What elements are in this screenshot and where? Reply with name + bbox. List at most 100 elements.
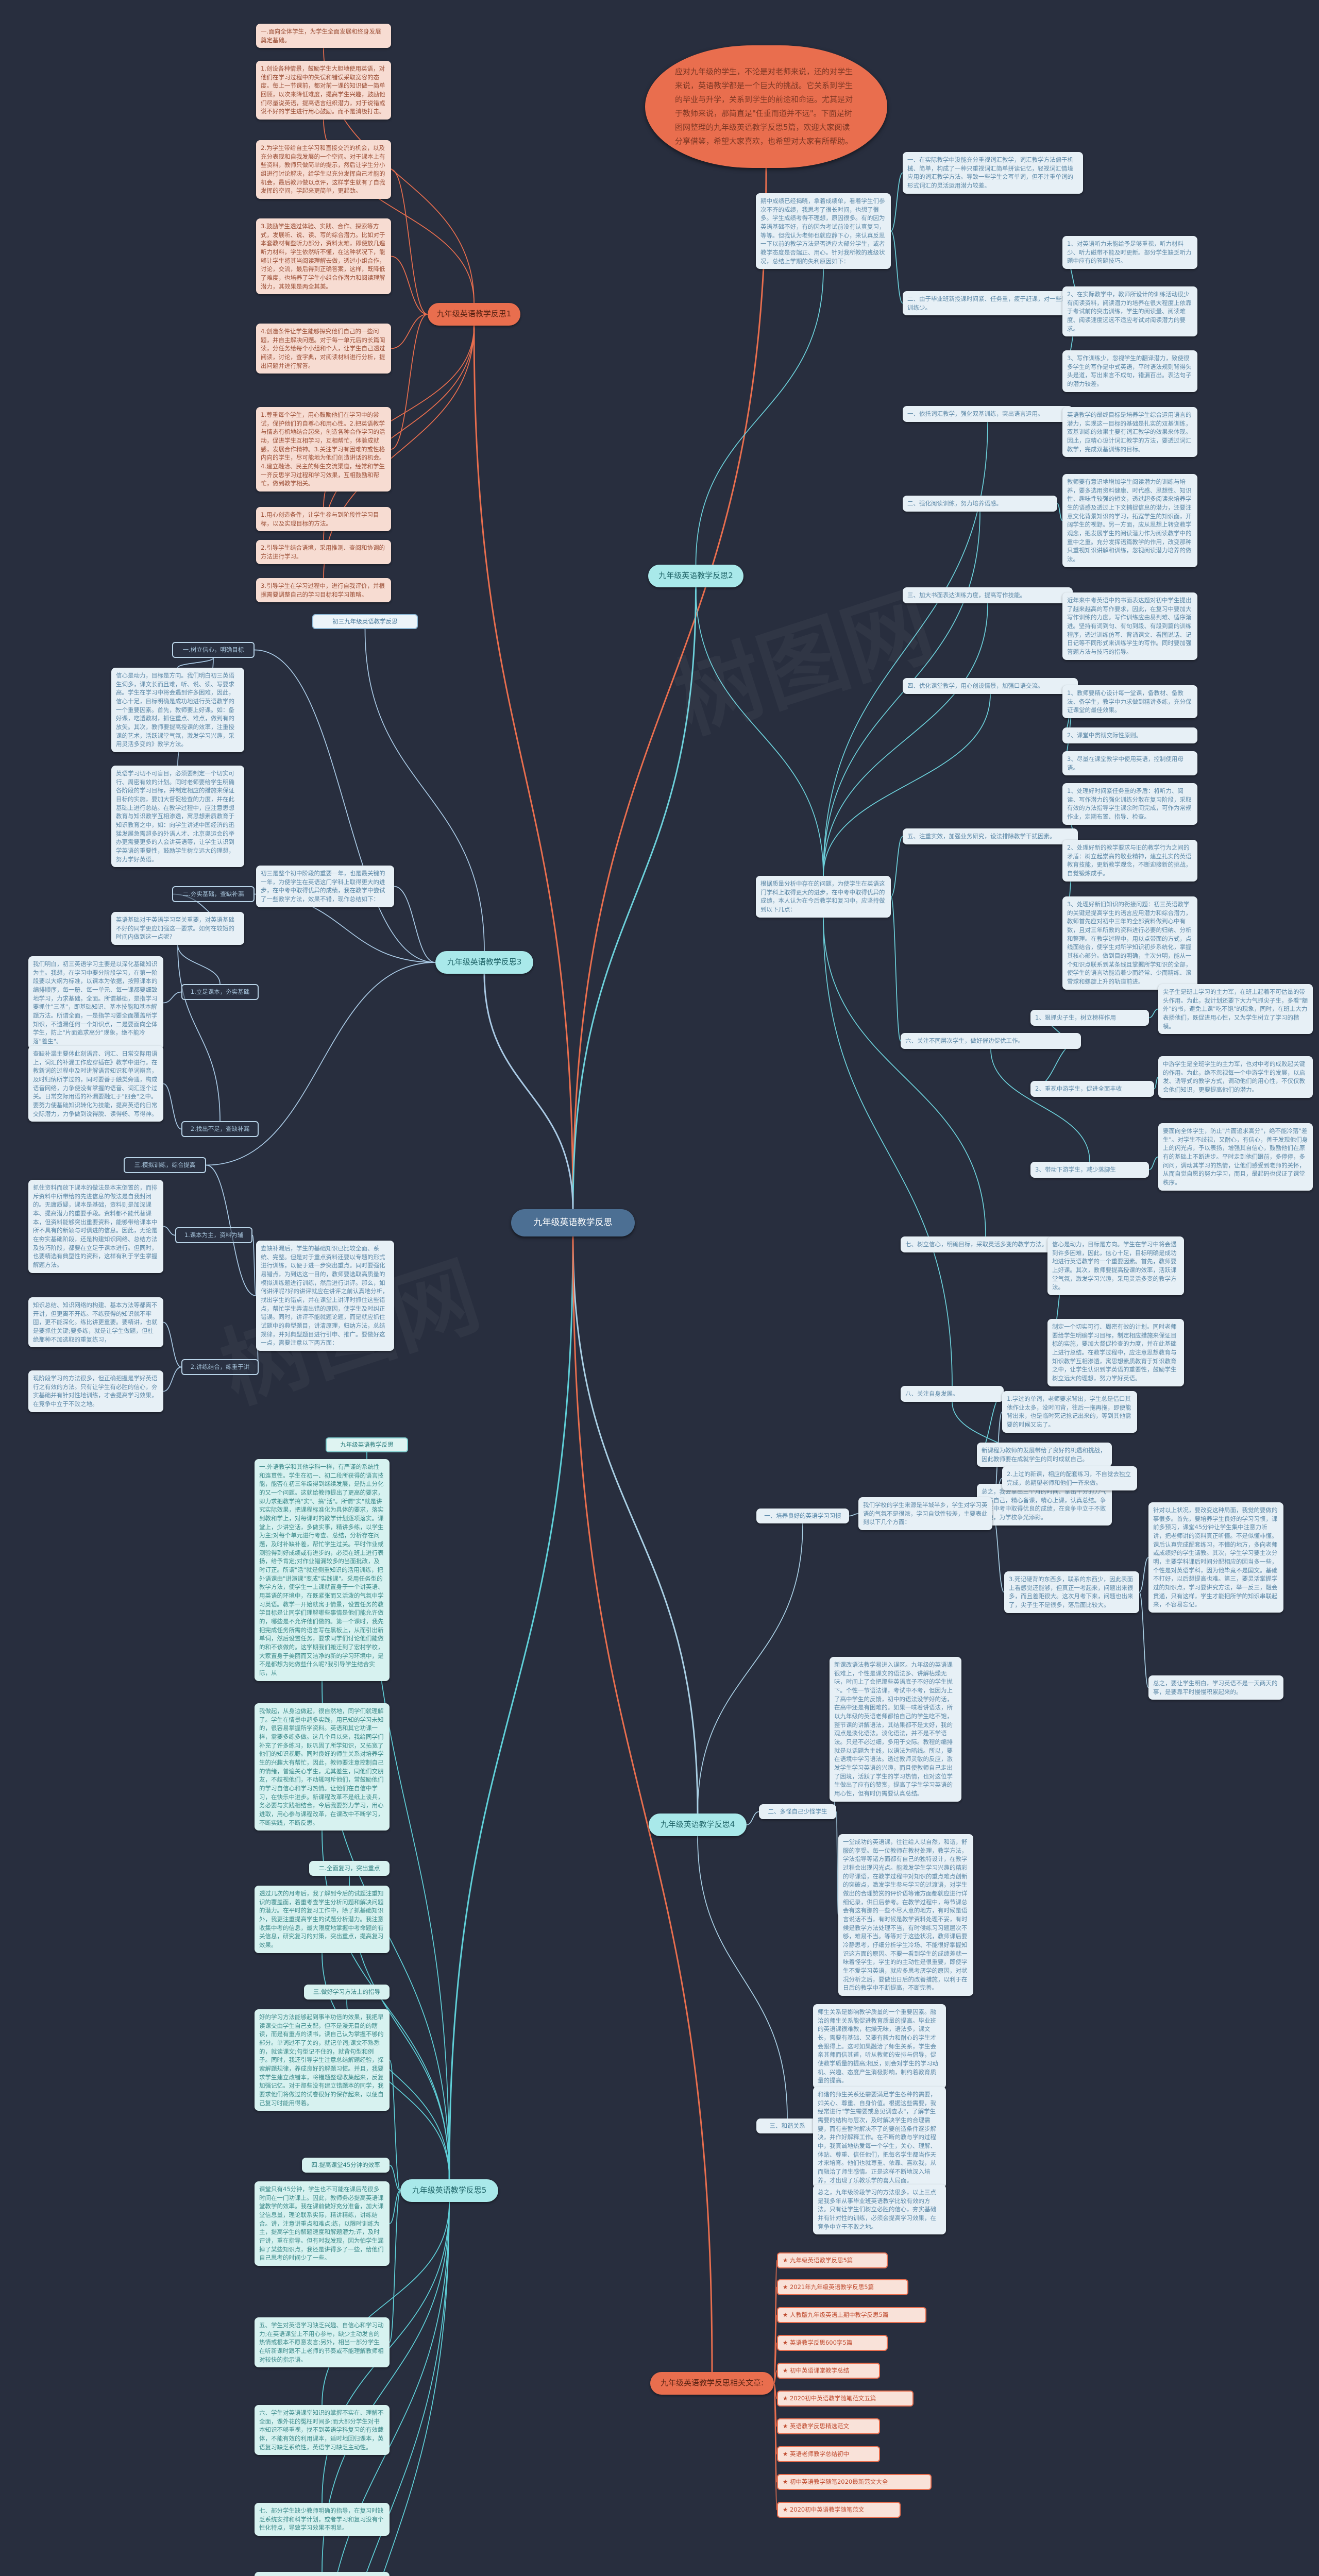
text-node-b3h6[interactable]: 1.课本为主，资料为辅	[175, 1227, 252, 1243]
text-node-b4q3[interactable]: 总之，九年级阶段学习的方法很多，以上三点是我多年从事毕业班英语教学比较有效的方法…	[813, 2184, 946, 2235]
text-node-b5h2[interactable]: 三.做好学习方法上的指导	[304, 1985, 390, 1999]
text-node-b5p4[interactable]: 好的学习方法能够起到事半功倍的效果，我把早读课交由学生自己支配，但不是漫无目的的…	[255, 2009, 390, 2111]
text-node-b5p1[interactable]: 一.外语教学和其他学科一样，有严谨的系统性和连贯性。学生在初一、初二段所获得的语…	[255, 1459, 390, 1681]
text-node-b2p1[interactable]: 期中成绩已经揭晓，拿着成绩单，看着学生们参次不齐的成绩，我思考了很长时间，也想了…	[756, 193, 891, 269]
text-node-b3h4[interactable]: 2.找出不足，查缺补漏	[181, 1121, 259, 1137]
text-node-b2v2[interactable]: 中游学生是全班学生的主力军，也对中考的成败起关键的作用。为此，绝不忽视每一个中游…	[1158, 1056, 1313, 1098]
text-node-b3pc[interactable]: 英语基础对于英语学习至关重要，对英语基础不好的同学更应加强这一要求。如何在较短的…	[111, 912, 244, 945]
text-node-b2t7[interactable]: 1、教师要精心设计每一堂课，备教材、备教法、备学生，教学中力求做到精讲多练，充分…	[1062, 685, 1197, 719]
branch-pill-rel[interactable]: 九年级英语教学反思相关文章:	[650, 2372, 774, 2395]
text-node-b5p9[interactable]: 八、基于以上状况，我们认为作为学生中考的把关者，九年级英语教师首先要有正确地意识…	[255, 2572, 390, 2576]
text-node-b4t5[interactable]: 总之，要让学生明白，学习英语不是一天两天的事，是要靠平时慢慢积累起来的。	[1148, 1675, 1283, 1700]
text-node-b2t4[interactable]: 英语教学的最终目标是培养学生综合运用语言的潜力，实现这一目标的基础是扎实的双基训…	[1062, 407, 1197, 457]
text-node-b3h5[interactable]: 三.模拟训练，综合提高	[124, 1157, 206, 1173]
text-node-b3h3[interactable]: 1.立足课本，夯实基础	[181, 984, 259, 1000]
text-node-b5h3[interactable]: 四.提高课堂45分钟的效率	[302, 2158, 390, 2173]
text-node-b3dd[interactable]: 知识总结、知识网络的构建、基本方法等都离不开讲，但更离不开练。不练获得的知识就不…	[28, 1297, 163, 1348]
text-node-b2p2[interactable]: 根据质量分析中存在的问题，为使学生在英语这门学科上取得更大的进步，在中考中取得优…	[756, 876, 891, 918]
branch-pill-b5[interactable]: 九年级英语教学反思5	[400, 2179, 498, 2202]
branch-pill-b2[interactable]: 九年级英语教学反思2	[648, 565, 743, 587]
text-node-b2x2[interactable]: 总之，我会拿出三个月的时间、拿出十分的力气磨练自己，精心备课，精心上课，认真总结…	[977, 1484, 1112, 1526]
text-node-b2t6[interactable]: 近年来中考英语中的书面表达题对初中学生提出了越来越高的写作要求，因此，在复习中要…	[1062, 592, 1197, 660]
text-node-b2t5[interactable]: 教师要有意识地增加学生阅读潜力的训练与培养，要多选用资料健康、时代感、思想性、知…	[1062, 474, 1197, 567]
text-node-b1h[interactable]: 2.引导学生结合语境，采用推测、查阅和协调的方法进行学习。	[256, 540, 391, 565]
text-node-b2s2[interactable]: 二、由于毕业班新授课时间紧、任务重，疲于赶课，对一些题型训练少。	[903, 291, 1083, 316]
branch-pill-b3[interactable]: 九年级英语教学反思3	[435, 951, 533, 974]
text-node-b2s8[interactable]: 六、关注不同层次学生，做好催边促优工作。	[901, 1033, 1081, 1049]
text-node-b2s9[interactable]: 七、树立信心，明确目标，采取灵活多变的教学方法。	[901, 1236, 1071, 1252]
text-node-b2s3[interactable]: 一、依托词汇教学，强化双基训练，突出语言运用。	[903, 406, 1073, 422]
text-node-b1b[interactable]: 1.创设各种情景，鼓励学生大胆地使用英语，对他们在学习过程中的失误和错误采取宽容…	[256, 61, 391, 120]
text-node-b3pd[interactable]: 查缺补漏后，学生的基础知识已比较全面、系统、完整。但是对于重点资料还要以专题的形…	[256, 1241, 394, 1351]
text-node-b5h1[interactable]: 二.全面复习，突出重点	[309, 1861, 390, 1876]
related-article-link-rel6[interactable]: ★ 2020初中英语教学随笔范文五篇	[777, 2391, 914, 2406]
text-node-b4h3[interactable]: 三、和谐关系	[756, 2119, 818, 2133]
text-node-b2v1[interactable]: 尖子生是班上学习的主力军，在班上起着不可估量的带头作用。为此，我计划还要下大力气…	[1158, 984, 1313, 1035]
branch-pill-b1[interactable]: 九年级英语教学反思1	[428, 303, 520, 326]
text-node-b3h2[interactable]: 二.夯实基础，查缺补漏	[172, 886, 255, 902]
text-node-b2s7[interactable]: 五、注重实效，加强业务研究，设法排除教学干扰因素。	[903, 828, 1078, 844]
text-node-b2w2[interactable]: 制定一个切实可行、周密有效的计划。同时老师要给学生明确学习目标，制定相应措施来保…	[1047, 1319, 1184, 1386]
text-node-b5p3[interactable]: 透过几次的月考后，我了解到今后的试题注重知识的覆盖面，着重考查学生分析问题和解决…	[255, 1886, 390, 1953]
text-node-b5p8[interactable]: 七、部分学生缺少教师明确的指导，在复习时缺乏系统安排和科学计划，或者学习和复习没…	[255, 2503, 390, 2536]
related-article-link-rel7[interactable]: ★ 英语教学反思精选范文	[777, 2418, 880, 2434]
text-node-b5p6[interactable]: 五、学生对英语学习缺乏兴趣、自信心和学习动力;在英语课堂上不用心参与，缺少主动发…	[255, 2317, 390, 2368]
text-node-b5p5[interactable]: 课堂只有45分钟，学生也不可能在课后花很多时间在一门功课上。因此，教师务必提高英…	[255, 2181, 390, 2266]
text-node-b1f[interactable]: 1.尊重每个学生，用心鼓励他们在学习中的尝试，保护他们的自尊心和用心性。2.把英…	[256, 407, 391, 492]
related-article-link-rel4[interactable]: ★ 英语教学反思600字5篇	[777, 2335, 888, 2351]
related-article-link-rel5[interactable]: ★ 初中英语课堂教学总结	[777, 2363, 880, 2379]
text-node-b2t9[interactable]: 3、尽量在课堂教学中使用英语，控制使用母语。	[1062, 751, 1197, 776]
text-node-b4p1[interactable]: 我们学校的学生来源是半城半乡，学生对学习英语的气氛不是很浓，学习自觉性较差，主要…	[858, 1497, 992, 1531]
text-node-b2s6[interactable]: 四、优化课堂教学，用心创设情景，加强口语交流。	[903, 678, 1078, 694]
text-node-b5p2[interactable]: 我做起，从身边做起，很自然地，同学们就理解了。学生在情景中超多实践，用已知的学习…	[255, 1703, 390, 1831]
text-node-b4t4[interactable]: 针对以上状况，要改变这种局面，我觉的要做的事很多。首先，要培养学生良好的学习习惯…	[1148, 1502, 1283, 1613]
text-node-b4t3[interactable]: 3.死记硬背的东西多，联系的东西少，因此表面上看感觉还能够，但真正一考起来，问题…	[1004, 1571, 1139, 1613]
text-node-b4h1[interactable]: 一、培养良好的英语学习习惯	[756, 1509, 849, 1523]
text-node-b4q1[interactable]: 师生关系是影响教学质量的一个重要因素。融洽的师生关系能促进教育质量的提高。毕业班…	[813, 2004, 946, 2089]
text-node-b3intro[interactable]: 初三是整个初中阶段的重要一年，也是最关键的一年，为使学生在英语这门学科上取得更大…	[256, 866, 394, 907]
text-node-b1e[interactable]: 4.创造条件让学生能够探究他们自己的一些问题，并自主解决问题。对于每一单元后的长…	[256, 324, 391, 374]
related-article-link-rel8[interactable]: ★ 英语老师教学总结初中	[777, 2446, 880, 2462]
text-node-b2s10[interactable]: 八、关注自身发展。	[901, 1386, 1004, 1402]
text-node-b2t12[interactable]: 3、处理好新旧知识的衔接问题：初三英语教学的关键是提高学生的语言应用潜力和综合潜…	[1062, 896, 1197, 990]
text-node-b4p2[interactable]: 新课改语法教学易进入误区。九年级的英语课很难上，个性是课文的语法多、讲解枯燥无味…	[830, 1657, 961, 1802]
text-node-b4h2[interactable]: 二、多怪自己少怪学生	[759, 1804, 836, 1819]
text-node-b3da[interactable]: 我们明白，初三英语学习主要是以深化基础知识为主。我想，在学习中要分阶段学习，在第…	[28, 956, 163, 1049]
related-article-link-rel10[interactable]: ★ 2020初中英语教学随笔范文	[777, 2502, 901, 2518]
related-article-link-rel1[interactable]: ★ 九年级英语教学反思5篇	[777, 2252, 888, 2268]
branch-label-b5label[interactable]: 九年级英语教学反思	[326, 1437, 408, 1452]
text-node-b2s4[interactable]: 二、强化阅读训练，努力培养语感。	[903, 496, 1057, 512]
text-node-b3dc[interactable]: 抓住资料而放下课本的做法是本末倒置的，而排斥资料中所带给的先进信息的做法是自我封…	[28, 1180, 163, 1273]
text-node-b3pa[interactable]: 信心是动力，目标是方向。我们明白初三英语生词多，课文长而且难，听、说、读、写要求…	[111, 668, 244, 753]
text-node-b2v3[interactable]: 要面向全体学生，防止"片面追求高分"，绝不能冷落"差生"。对学生不歧视，又耐心，…	[1158, 1123, 1313, 1191]
text-node-b5p7[interactable]: 六、学生对英语课堂知识的掌握不实在、理解不全面，课外花的冤枉时间多;而大部分学生…	[255, 2405, 390, 2455]
text-node-b3de[interactable]: 现阶段学习的方法很多，但正确把握是学好英语行之有效的方法。只有让学生有必胜的信心…	[28, 1370, 163, 1412]
related-article-link-rel9[interactable]: ★ 初中英语教学随笔2020最新范文大全	[777, 2474, 932, 2490]
related-article-link-rel3[interactable]: ★ 人教版九年级英语上期中教学反思5篇	[777, 2307, 926, 2323]
text-node-b3pb[interactable]: 英语学习切不可盲目，必须要制定一个切实可行、周密有效的计划。同时老师要给学生明确…	[111, 766, 244, 868]
text-node-b2t11[interactable]: 2、处理好新的教学要求与旧的教学行为之间的矛盾：树立起崇高的敬业精神，建立扎实的…	[1062, 840, 1197, 882]
related-article-link-rel2[interactable]: ★ 2021年九年级英语教学反思5篇	[777, 2279, 908, 2295]
text-node-b2t10[interactable]: 1、处理好时间紧任务重的矛盾：将听力、阅读、写作潜力的强化训练分散在复习阶段，采…	[1062, 783, 1197, 825]
text-node-b2t1[interactable]: 1、对英语听力未能给予足够重视，听力材料少、听力磁带不能及时更新。部分学生缺乏听…	[1062, 236, 1197, 269]
branch-label-b3label[interactable]: 初三九年级英语教学反思	[312, 614, 418, 629]
text-node-b2s5[interactable]: 三、加大书面表达训练力度，提高写作技能。	[903, 587, 1073, 603]
text-node-b2u1[interactable]: 1、狠抓尖子生，树立榜样作用	[1030, 1010, 1149, 1026]
text-node-b2w1[interactable]: 信心是动力，目标是方向。学生在学习中将会遇到许多困难，因此，信心十足，目标明确是…	[1047, 1236, 1184, 1296]
central-topic[interactable]: 九年级英语教学反思	[511, 1209, 635, 1236]
text-node-b1c[interactable]: 2.为学生带给自主学习和直接交流的机会，以及充分表现和自我发展的一个空间。对于课…	[256, 140, 391, 199]
text-node-b2s1[interactable]: 一、在实际教学中没能充分重视词汇教学，词汇教学方法偏于机械、简单，构成了一种只重…	[903, 152, 1083, 194]
text-node-b4p3[interactable]: 一堂成功的英语课，往往给人以自然，和谐，舒服的享受。每一位教师在教材处理，教学方…	[838, 1834, 973, 1996]
text-node-b4t1[interactable]: 1.学过的单词，老师要求背出，学生总是借口其他作业太多，没时间背，往后一拖再拖，…	[1002, 1391, 1137, 1433]
text-node-b1i[interactable]: 3.引导学生在学习过程中，进行自我评价，并根据需要调整自己的学习目标和学习策略。	[256, 578, 391, 603]
text-node-b2t8[interactable]: 2、课堂中贯彻交际性原则。	[1062, 727, 1197, 743]
intro-ellipse[interactable]: 应对九年级的学生，不论是对老师来说，还的对学生来说，英语教学都是一个巨大的挑战。…	[645, 45, 887, 168]
text-node-b3h7[interactable]: 2.讲练结合，练重于讲	[181, 1359, 259, 1375]
text-node-b2u2[interactable]: 2、重视中游学生，促进全面丰收	[1030, 1081, 1154, 1097]
text-node-b1a[interactable]: 一.面向全体学生，为学生全面发展和终身发展奠定基础。	[256, 24, 391, 48]
text-node-b2t2[interactable]: 2、在实际教学中，教师所设计的训练活动很少有阅读资料，阅读潜力的培养在很大程度上…	[1062, 286, 1197, 337]
text-node-b1g[interactable]: 1.用心创造条件，让学生参与到阶段性学习目标，以及实现目标的方法。	[256, 507, 391, 532]
text-node-b2t3[interactable]: 3、写作训练少，忽视学生的翻译潜力，致使很多学生的写作是中式英语，平时语法规则背…	[1062, 350, 1197, 392]
text-node-b4t2[interactable]: 2.上过的新课，相应的配套练习，不自觉去独立完成，总期望老师和他们一齐来做。	[1002, 1466, 1137, 1491]
text-node-b2u3[interactable]: 3、带动下游学生，减少落脚生	[1030, 1162, 1149, 1178]
